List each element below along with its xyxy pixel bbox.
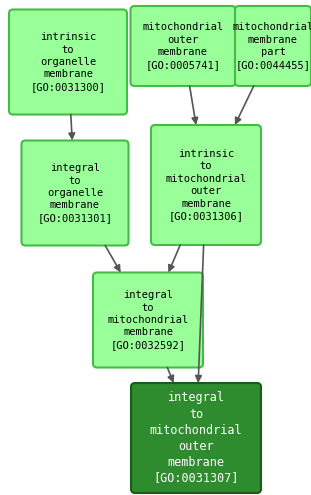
Text: integral
to
mitochondrial
membrane
[GO:0032592]: integral to mitochondrial membrane [GO:0… <box>107 290 189 350</box>
Text: mitochondrial
membrane
part
[GO:0044455]: mitochondrial membrane part [GO:0044455] <box>232 22 311 70</box>
FancyBboxPatch shape <box>131 6 235 86</box>
Text: integral
to
mitochondrial
outer
membrane
[GO:0031307]: integral to mitochondrial outer membrane… <box>150 392 242 485</box>
Text: intrinsic
to
organelle
membrane
[GO:0031300]: intrinsic to organelle membrane [GO:0031… <box>30 32 105 92</box>
FancyBboxPatch shape <box>151 125 261 245</box>
Text: mitochondrial
outer
membrane
[GO:0005741]: mitochondrial outer membrane [GO:0005741… <box>142 22 224 70</box>
FancyBboxPatch shape <box>9 9 127 114</box>
FancyBboxPatch shape <box>93 273 203 367</box>
FancyBboxPatch shape <box>21 141 128 246</box>
Text: integral
to
organelle
membrane
[GO:0031301]: integral to organelle membrane [GO:00313… <box>38 163 113 223</box>
Text: intrinsic
to
mitochondrial
outer
membrane
[GO:0031306]: intrinsic to mitochondrial outer membran… <box>165 149 247 221</box>
FancyBboxPatch shape <box>235 6 311 86</box>
FancyBboxPatch shape <box>131 383 261 493</box>
